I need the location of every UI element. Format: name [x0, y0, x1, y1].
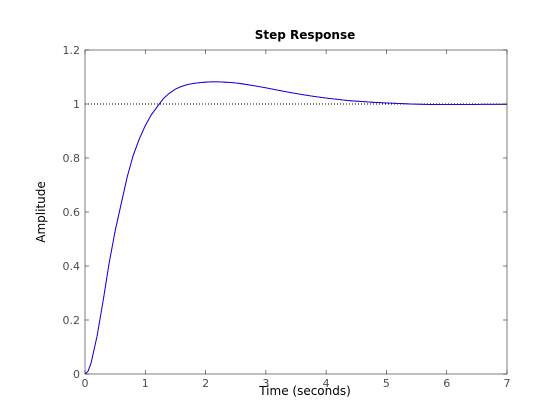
y-tick-label: 0.2: [63, 314, 81, 327]
x-tick-label: 4: [323, 377, 330, 390]
y-tick-label: 1: [73, 98, 80, 111]
series-layer: [84, 81, 507, 375]
y-tick-label: 1.2: [63, 44, 81, 57]
y-tick-label: 0: [73, 368, 80, 381]
series-line-2: [84, 81, 507, 375]
x-tick-label: 3: [262, 377, 269, 390]
y-tick-label: 0.6: [63, 206, 81, 219]
x-tick-label: 0: [82, 377, 89, 390]
x-axis-label: Time (seconds): [258, 384, 351, 398]
chart-title: Step Response: [255, 28, 355, 42]
tick-layer: 0 1 2 3 4 5 6 7 0 0.2 0.4 0.6 0.8 1 1.2: [63, 44, 511, 390]
x-tick-label: 2: [202, 377, 209, 390]
y-tick-label: 0.8: [63, 152, 81, 165]
y-tick-label: 0.4: [63, 260, 81, 273]
x-tick-label: 1: [142, 377, 149, 390]
x-tick-label: 5: [383, 377, 390, 390]
y-axis-label: Amplitude: [34, 181, 48, 243]
x-tick-label: 6: [443, 377, 450, 390]
x-tick-label: 7: [504, 377, 511, 390]
plot-area: [85, 50, 507, 374]
